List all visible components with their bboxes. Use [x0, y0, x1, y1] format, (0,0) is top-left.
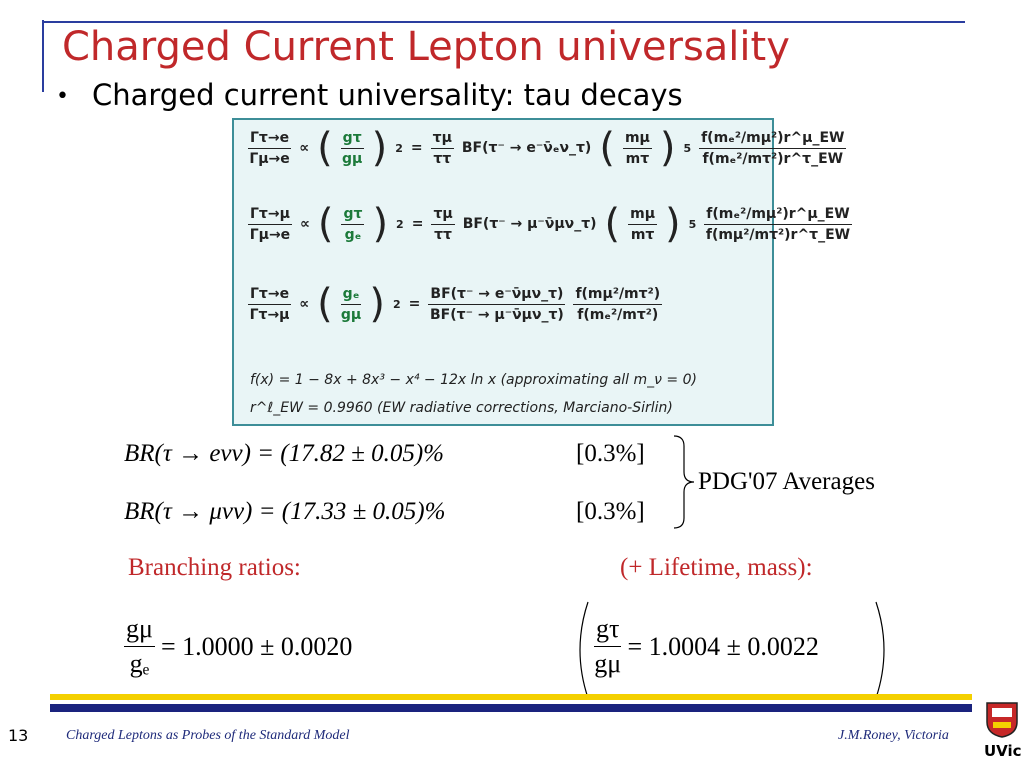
text: ττ — [433, 150, 452, 167]
logo-shield — [986, 702, 1018, 738]
text: mμ — [622, 130, 652, 149]
text: Γμ→e — [249, 150, 290, 167]
page-number: 13 — [8, 726, 29, 745]
text: ∝ — [299, 140, 310, 156]
text: BF(τ⁻ → μ⁻ν̄μν_τ) — [462, 216, 597, 232]
text: f(mμ²/mτ²) — [573, 286, 663, 305]
text: Γμ→e — [249, 226, 291, 243]
text: mμ — [628, 206, 658, 225]
text: f(mₑ²/mμ²)r^μ_EW — [704, 206, 852, 225]
br-error: [0.3%] — [576, 498, 645, 525]
text: f(mₑ²/mμ²)r^μ_EW — [699, 130, 847, 149]
bullet-dot: • — [56, 84, 69, 109]
br-line: BR(τ → eνν) = (17.82 ± 0.05)% — [124, 440, 444, 467]
text: ∝ — [299, 296, 310, 312]
text: f(mμ²/mτ²)r^τ_EW — [705, 226, 851, 243]
label: (+ Lifetime, mass): — [620, 554, 813, 581]
text: 2 — [396, 217, 404, 231]
text: ττ — [434, 226, 452, 243]
parens — [579, 601, 885, 699]
result: gμ gₑ = 1.0000 ± 0.0020 — [124, 614, 352, 679]
text: τμ — [430, 130, 454, 149]
footer-bar — [50, 694, 972, 700]
br-line: BR(τ → μνν) = (17.33 ± 0.05)% — [124, 498, 446, 525]
frame-line — [42, 21, 965, 23]
text: gμ — [124, 614, 155, 647]
text: gₑ — [129, 649, 150, 678]
text: f(mₑ²/mτ²) — [577, 306, 659, 323]
text: 5 — [683, 141, 692, 155]
text: gτ — [341, 206, 365, 225]
text: = 1.0004 ± 0.0022 — [627, 631, 819, 661]
text: mτ — [630, 226, 655, 243]
text: gμ — [341, 150, 363, 167]
text: gμ — [340, 306, 362, 323]
text: BF(τ⁻ → μ⁻ν̄μν_τ) — [430, 306, 564, 323]
text: gτ — [594, 614, 622, 647]
frame-line — [42, 20, 44, 92]
footer-text: Charged Leptons as Probes of the Standar… — [66, 728, 350, 743]
text: gₑ — [344, 226, 362, 243]
formula: Γτ→e Γτ→μ ∝ (gₑ gμ) 2 = BF(τ⁻ → e⁻ν̄μν_τ) BF… — [248, 281, 663, 327]
text: gμ — [594, 649, 622, 678]
text: 2 — [393, 297, 401, 311]
brace — [673, 435, 695, 529]
text: BF(τ⁻ → e⁻ν̄ₑν_τ) — [461, 140, 592, 156]
text: = 1.0000 ± 0.0020 — [160, 631, 353, 661]
text: BF(τ⁻ → e⁻ν̄μν_τ) — [428, 286, 566, 305]
text: Γτ→e — [248, 286, 292, 305]
text: gτ — [340, 130, 364, 149]
bullet-text: Charged current universality: tau decays — [92, 78, 683, 112]
text: 2 — [395, 141, 403, 155]
formula: Γτ→e Γμ→e ∝ (gτ gμ) 2 = τμ ττ BF(τ⁻ → e⁻ν̄ₑν… — [248, 125, 847, 171]
text: 5 — [688, 217, 697, 231]
text: gₑ — [340, 286, 362, 305]
definition: r^ℓ_EW = 0.9960 (EW radiative correction… — [250, 400, 673, 416]
text: ∝ — [299, 216, 310, 232]
title: Charged Current Lepton universality — [62, 24, 790, 70]
br-note: PDG'07 Averages — [698, 468, 875, 495]
text: Γτ→e — [248, 130, 292, 149]
text: Γτ→μ — [248, 206, 292, 225]
text: Γτ→μ — [249, 306, 290, 323]
text: = — [410, 140, 423, 156]
formula: Γτ→μ Γμ→e ∝ (gτ gₑ) 2 = τμ ττ BF(τ⁻ → μ⁻ν̄μν… — [248, 201, 852, 247]
br-error: [0.3%] — [576, 440, 645, 467]
text: = — [408, 296, 421, 312]
result: gτ gμ = 1.0004 ± 0.0022 — [594, 614, 819, 679]
logo-text: UVic — [984, 742, 1022, 760]
formula-box: Γτ→e Γμ→e ∝ (gτ gμ) 2 = τμ ττ BF(τ⁻ → e⁻ν̄ₑν… — [232, 118, 852, 426]
definition: f(x) = 1 − 8x + 8x³ − x⁴ − 12x ln x (app… — [250, 372, 697, 388]
label: Branching ratios: — [128, 554, 301, 581]
footer-text: J.M.Roney, Victoria — [838, 728, 949, 743]
footer-bar — [50, 704, 972, 712]
text: τμ — [431, 206, 455, 225]
text: mτ — [625, 150, 650, 167]
text: f(mₑ²/mτ²)r^τ_EW — [702, 150, 844, 167]
text: = — [411, 216, 424, 232]
